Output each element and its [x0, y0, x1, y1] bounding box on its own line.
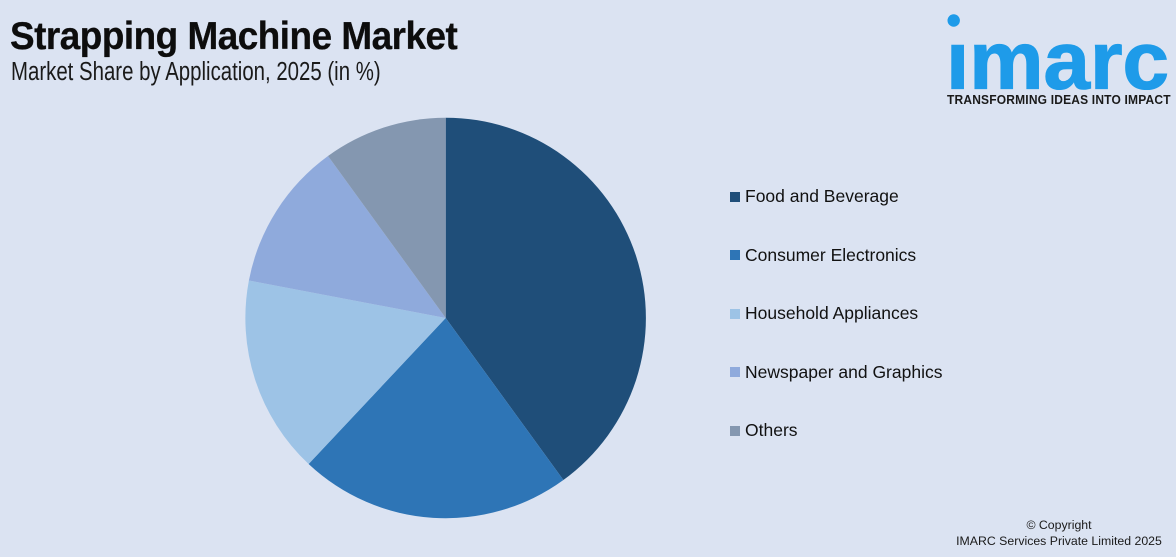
svg-text:ımarc: ımarc — [946, 15, 1169, 90]
